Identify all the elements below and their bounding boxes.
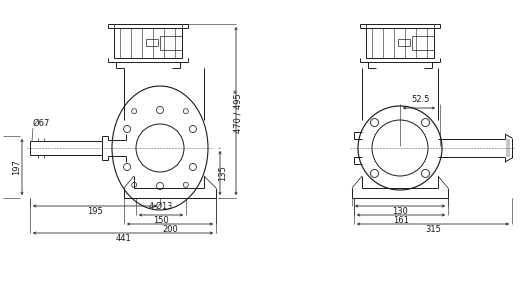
Text: 470 / 495*: 470 / 495* [234, 89, 243, 133]
Text: 150: 150 [153, 216, 169, 225]
Text: 161: 161 [393, 216, 409, 225]
Text: 52.5: 52.5 [412, 95, 430, 104]
Text: Ø67: Ø67 [33, 119, 50, 128]
Text: 197: 197 [12, 159, 21, 175]
Text: 315: 315 [425, 225, 441, 234]
Text: 441: 441 [115, 234, 131, 243]
Text: 200: 200 [162, 225, 178, 234]
Text: 4-Ø13: 4-Ø13 [149, 202, 173, 211]
Text: 135: 135 [218, 165, 227, 181]
Text: 195: 195 [87, 207, 103, 216]
Text: 130: 130 [392, 207, 408, 216]
